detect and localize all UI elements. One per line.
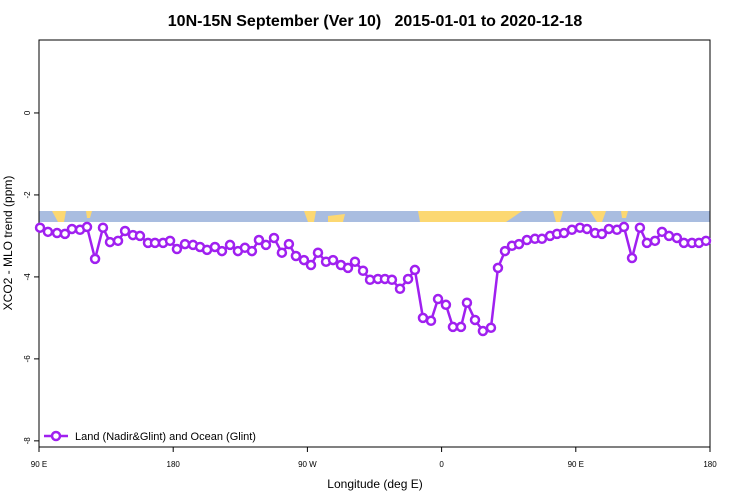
- data-point: [164, 235, 176, 247]
- data-point: [134, 230, 146, 242]
- data-point: [386, 274, 398, 286]
- plot-frame: [38, 39, 711, 448]
- legend-label: Land (Nadir&Glint) and Ocean (Glint): [75, 431, 256, 443]
- data-point: [89, 253, 101, 265]
- y-tick-label: -6: [23, 355, 32, 363]
- data-point: [641, 237, 653, 249]
- land-band: [52, 211, 628, 222]
- x-tick-label: 180: [703, 460, 717, 469]
- data-point: [253, 234, 265, 246]
- x-tick-label: 0: [439, 460, 444, 469]
- data-point: [224, 239, 236, 251]
- data-point: [566, 224, 578, 236]
- data-point: [536, 233, 548, 245]
- data-point: [477, 325, 489, 337]
- data-point: [327, 254, 339, 266]
- data-point: [455, 321, 467, 333]
- data-point: [461, 297, 473, 308]
- y-tick-label: 0: [23, 110, 32, 115]
- data-point: [447, 321, 459, 333]
- data-point: [305, 259, 317, 271]
- data-point: [179, 238, 191, 250]
- y-tick-label: -2: [23, 191, 32, 199]
- y-tick-label: -8: [23, 437, 32, 445]
- data-point: [634, 222, 646, 233]
- data-point: [440, 299, 452, 311]
- data-point: [42, 226, 54, 238]
- data-point: [283, 238, 295, 250]
- data-point: [34, 222, 46, 233]
- data-point: [216, 245, 228, 257]
- x-tick-label: 90 W: [298, 460, 317, 469]
- chart-title: 10N-15N September (Ver 10) 2015-01-01 to…: [168, 13, 583, 30]
- data-point: [469, 314, 481, 326]
- data-point: [276, 247, 288, 258]
- data-point: [342, 262, 354, 274]
- data-point: [432, 293, 444, 305]
- data-point: [59, 228, 71, 240]
- data-point: [409, 264, 421, 276]
- data-point: [671, 232, 683, 244]
- data-point: [417, 312, 429, 324]
- data-point: [581, 223, 593, 235]
- data-point: [66, 223, 78, 235]
- data-point: [596, 228, 608, 240]
- data-point: [312, 247, 324, 258]
- data-point: [149, 237, 161, 249]
- land-ocean-band: [39, 211, 710, 222]
- data-point: [119, 225, 131, 237]
- data-point: [521, 234, 533, 246]
- data-point: [97, 222, 109, 233]
- legend-marker: [50, 430, 62, 442]
- ocean-band: [39, 211, 710, 222]
- data-point: [357, 265, 369, 277]
- x-tick-label: 90 E: [568, 460, 584, 469]
- data-point: [499, 245, 511, 257]
- y-axis-label: XCO2 - MLO trend (ppm): [1, 176, 15, 311]
- data-point: [700, 235, 712, 247]
- x-tick-label: 90 E: [31, 460, 47, 469]
- data-point: [678, 237, 690, 249]
- data-point: [171, 243, 183, 255]
- data-point: [394, 283, 406, 295]
- data-point: [298, 254, 310, 266]
- data-point: [618, 221, 630, 233]
- data-point: [112, 235, 124, 247]
- data-point: [402, 273, 414, 285]
- data-point: [485, 322, 497, 333]
- data-point: [425, 315, 437, 327]
- data-point: [649, 235, 661, 247]
- data-point: [603, 223, 615, 235]
- x-axis-label: Longitude (deg E): [327, 477, 422, 491]
- data-point: [290, 250, 302, 262]
- data-point: [268, 232, 280, 244]
- x-tick-label: 180: [167, 460, 181, 469]
- data-point: [81, 221, 93, 233]
- data-point: [626, 252, 638, 264]
- legend: Land (Nadir&Glint) and Ocean (Glint): [44, 430, 256, 443]
- data-point: [492, 262, 504, 274]
- data-point: [104, 236, 116, 248]
- data-point: [260, 239, 272, 251]
- data-point: [513, 238, 525, 250]
- data-point: [246, 245, 258, 257]
- y-tick-label: -4: [23, 273, 32, 281]
- data-point: [349, 256, 361, 267]
